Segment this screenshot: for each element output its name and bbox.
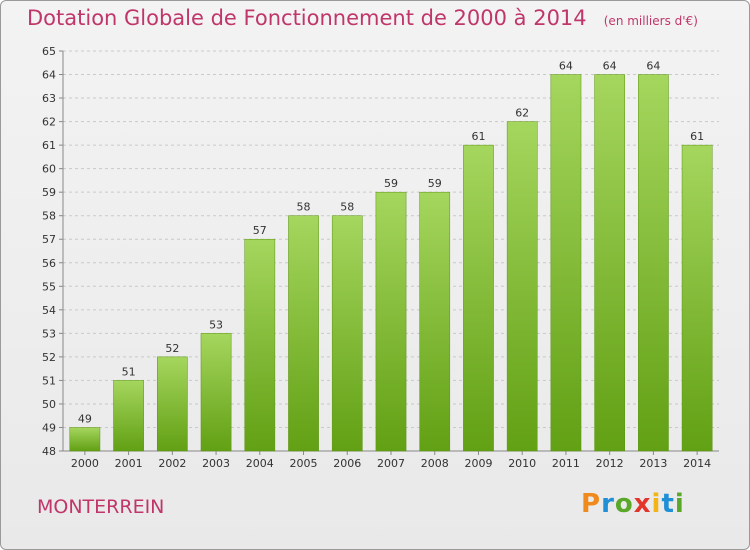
bar-2010[interactable]: [506, 121, 538, 452]
x-tick-label-2006: 2006: [333, 457, 361, 470]
bar-2013[interactable]: [638, 74, 669, 452]
y-tick-label: 54: [42, 304, 56, 317]
bar-2012[interactable]: [594, 74, 626, 452]
y-tick-label: 50: [42, 398, 56, 411]
data-label-2012: 64: [603, 60, 617, 73]
x-tick-label-2004: 2004: [246, 457, 274, 470]
bar-2006[interactable]: [331, 215, 363, 452]
y-tick-label: 57: [42, 233, 56, 246]
data-label-2011: 64: [559, 60, 573, 73]
y-tick-label: 62: [42, 116, 56, 129]
data-label-2007: 59: [384, 177, 398, 190]
x-tick-label-2012: 2012: [596, 457, 624, 470]
x-tick-label-2003: 2003: [202, 457, 230, 470]
x-tick-label-2010: 2010: [508, 457, 536, 470]
data-label-2013: 64: [646, 60, 660, 73]
bar-2007[interactable]: [375, 191, 407, 452]
y-tick-label: 61: [42, 139, 56, 152]
y-tick-label: 48: [42, 445, 56, 458]
x-tick-label-2007: 2007: [377, 457, 405, 470]
y-tick-label: 64: [42, 69, 56, 82]
bar-2004[interactable]: [244, 238, 276, 452]
data-label-2009: 61: [471, 130, 485, 143]
data-label-2008: 59: [428, 177, 442, 190]
data-label-2002: 52: [165, 342, 179, 355]
place-name: MONTERREIN: [37, 496, 165, 518]
x-tick-label-2000: 2000: [71, 457, 99, 470]
data-label-2010: 62: [515, 107, 529, 120]
data-label-2005: 58: [297, 201, 311, 214]
data-label-2014: 61: [690, 130, 704, 143]
y-tick-label: 55: [42, 280, 56, 293]
proxiti-logo[interactable]: Proxiti: [581, 489, 685, 519]
bar-2002[interactable]: [156, 356, 188, 452]
chart-unit: (en milliers d'€): [603, 14, 698, 28]
x-tick-label-2013: 2013: [639, 457, 667, 470]
labels: 48 49 50 51 52 53 54 55 56 57 58 59 60 61 62 63 64 65 49 20…: [42, 45, 711, 470]
chart-title-text: Dotation Globale de Fonctionnement de 20…: [27, 6, 587, 30]
y-tick-label: 65: [42, 45, 56, 58]
y-tick-label: 59: [42, 186, 56, 199]
x-tick-label-2009: 2009: [464, 457, 492, 470]
bar-2011[interactable]: [550, 74, 582, 452]
y-tick-label: 58: [42, 210, 56, 223]
x-tick-label-2002: 2002: [158, 457, 186, 470]
data-label-2000: 49: [78, 412, 92, 425]
bar-2000[interactable]: [69, 427, 101, 452]
bar-2003[interactable]: [200, 333, 232, 452]
y-tick-label: 49: [42, 421, 56, 434]
bars: [69, 74, 713, 452]
y-tick-label: 63: [42, 92, 56, 105]
data-label-2001: 51: [122, 365, 136, 378]
y-tick-label: 51: [42, 374, 56, 387]
bar-2005[interactable]: [288, 215, 319, 452]
data-label-2004: 57: [253, 224, 267, 237]
y-tick-label: 56: [42, 257, 56, 270]
chart-title: Dotation Globale de Fonctionnement de 20…: [27, 6, 698, 30]
y-tick-label: 53: [42, 327, 56, 340]
bar-2014[interactable]: [681, 144, 713, 452]
bar-2001[interactable]: [113, 380, 144, 452]
bar-2008[interactable]: [419, 191, 451, 452]
data-label-2003: 53: [209, 318, 223, 331]
data-label-2006: 58: [340, 201, 354, 214]
x-tick-label-2005: 2005: [290, 457, 318, 470]
x-tick-label-2001: 2001: [115, 457, 143, 470]
y-tick-label: 60: [42, 163, 56, 176]
x-tick-label-2014: 2014: [683, 457, 711, 470]
x-tick-label-2011: 2011: [552, 457, 580, 470]
bar-2009[interactable]: [463, 144, 494, 452]
y-tick-label: 52: [42, 351, 56, 364]
x-tick-label-2008: 2008: [421, 457, 449, 470]
